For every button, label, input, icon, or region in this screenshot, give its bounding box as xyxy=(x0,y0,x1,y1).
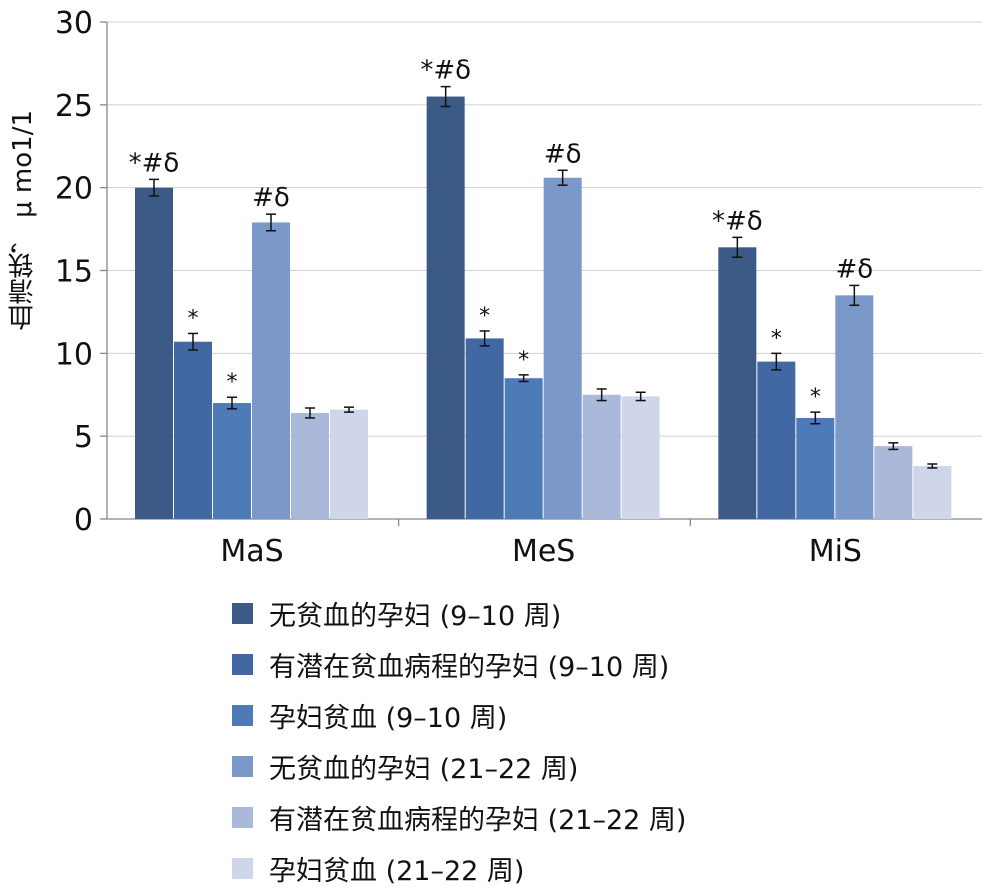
bar xyxy=(330,409,368,519)
bar xyxy=(465,338,504,519)
bar xyxy=(621,396,660,519)
legend-swatch xyxy=(232,807,253,828)
legend-label: 孕妇贫血 (9–10 周) xyxy=(269,703,508,734)
significance-label: * xyxy=(188,306,199,331)
bar xyxy=(835,295,874,519)
bar xyxy=(135,187,173,519)
significance-label: * xyxy=(479,304,490,329)
bar xyxy=(796,417,835,519)
significance-label: *#δ xyxy=(420,56,471,86)
legend-swatch xyxy=(232,705,253,726)
x-tick-label: MaS xyxy=(220,534,283,569)
legend-label: 无贫血的孕妇 (21–22 周) xyxy=(269,754,579,785)
bar xyxy=(913,465,952,519)
legend-item: 有潜在贫血病程的孕妇 (9–10 周) xyxy=(232,639,686,690)
y-tick-label: 10 xyxy=(55,337,93,372)
significance-label: * xyxy=(810,385,821,410)
significance-label: #δ xyxy=(835,254,873,284)
legend-swatch xyxy=(232,858,253,879)
y-tick-label: 25 xyxy=(55,89,93,124)
y-tick-label: 0 xyxy=(74,503,93,538)
bar xyxy=(718,247,757,519)
legend-item: 孕妇贫血 (9–10 周) xyxy=(232,690,686,741)
x-tick-label: MeS xyxy=(512,534,575,569)
legend-label: 孕妇贫血 (21–22 周) xyxy=(269,856,525,887)
significance-label: *#δ xyxy=(712,206,763,236)
bar xyxy=(174,341,212,519)
bar xyxy=(757,361,796,519)
y-tick-label: 20 xyxy=(55,172,93,207)
bar xyxy=(252,222,290,519)
legend-item: 无贫血的孕妇 (9–10 周) xyxy=(232,588,686,639)
y-tick-label: 30 xyxy=(55,6,93,41)
bar xyxy=(874,446,913,519)
y-tick-label: 15 xyxy=(55,255,93,290)
bar xyxy=(582,394,621,519)
legend-swatch xyxy=(232,654,253,675)
legend-item: 孕妇贫血 (21–22 周) xyxy=(232,843,686,894)
legend-item: 无贫血的孕妇 (21–22 周) xyxy=(232,741,686,792)
bar xyxy=(504,378,543,519)
legend-swatch xyxy=(232,603,253,624)
significance-label: *#δ xyxy=(129,148,180,178)
legend: 无贫血的孕妇 (9–10 周) 有潜在贫血病程的孕妇 (9–10 周) 孕妇贫血… xyxy=(232,588,686,894)
bar xyxy=(426,96,465,520)
significance-label: * xyxy=(227,370,238,395)
bar xyxy=(213,403,251,519)
y-axis-label: 血清铁， μ mo1/1 xyxy=(8,110,38,331)
legend-item: 有潜在贫血病程的孕妇 (21–22 周) xyxy=(232,792,686,843)
legend-label: 有潜在贫血病程的孕妇 (21–22 周) xyxy=(269,805,687,836)
legend-swatch xyxy=(232,756,253,777)
bar xyxy=(543,177,582,519)
significance-label: #δ xyxy=(544,139,582,169)
y-tick-label: 5 xyxy=(74,420,93,455)
significance-label: * xyxy=(518,348,529,373)
significance-label: * xyxy=(771,326,782,351)
legend-label: 无贫血的孕妇 (9–10 周) xyxy=(269,601,562,632)
significance-label: #δ xyxy=(252,183,290,213)
x-tick-label: MiS xyxy=(809,534,862,569)
legend-label: 有潜在贫血病程的孕妇 (9–10 周) xyxy=(269,652,670,683)
bar xyxy=(291,412,329,519)
